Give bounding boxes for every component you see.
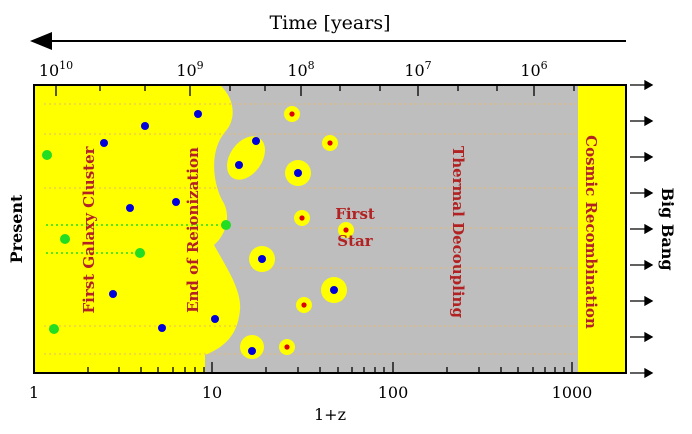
thermal-decoupling-label: Thermal Decoupling <box>449 146 467 318</box>
galaxy <box>158 324 166 332</box>
galaxy <box>330 286 338 294</box>
galaxy <box>258 255 266 263</box>
ionization-halos <box>226 106 354 359</box>
arrow-icon <box>630 187 654 199</box>
galaxy <box>248 347 256 355</box>
end-of-reionization-label: End of Reionization <box>184 147 202 313</box>
star-dots <box>284 111 349 350</box>
x-tick-1000: 1000 <box>552 383 593 402</box>
first-galaxy-cluster-label: First Galaxy Cluster <box>80 145 98 313</box>
time-tick-1e9: 109 <box>176 59 203 80</box>
present-label: Present <box>7 194 26 263</box>
arrow-icon <box>630 295 654 307</box>
galaxy <box>109 290 117 298</box>
x-axis-label: 1+z <box>314 405 346 424</box>
time-arrow <box>30 32 626 50</box>
arrow-icon <box>630 223 654 235</box>
galaxy <box>252 137 260 145</box>
time-tick-1e7: 107 <box>404 59 431 80</box>
cluster <box>221 220 231 230</box>
axis-ticks <box>33 85 627 373</box>
galaxy <box>100 139 108 147</box>
time-tick-1e10: 1010 <box>39 59 73 80</box>
first-star-label-line2: Star <box>337 232 373 250</box>
cluster-dots <box>42 150 231 334</box>
star <box>284 344 290 350</box>
x-tick-10: 10 <box>202 383 222 402</box>
star <box>299 215 305 221</box>
star <box>289 111 295 117</box>
cosmic-recombination-label: Cosmic Recombination <box>582 135 600 329</box>
galaxy-dots <box>100 110 338 355</box>
time-tick-1e6: 106 <box>520 59 547 80</box>
cluster <box>42 150 52 160</box>
time-tick-labels: 1010 109 108 107 106 <box>39 59 548 80</box>
right-arrows <box>630 79 654 379</box>
galaxy <box>141 122 149 130</box>
x-tick-100: 100 <box>378 383 409 402</box>
time-tick-1e8: 108 <box>287 59 314 80</box>
x-tick-labels: 1 10 100 1000 <box>29 383 592 402</box>
galaxy <box>194 110 202 118</box>
x-tick-1: 1 <box>29 383 39 402</box>
cluster <box>49 324 59 334</box>
arrow-icon <box>630 367 654 379</box>
green-dotted-lines <box>46 224 226 254</box>
galaxy <box>172 198 180 206</box>
big-bang-label: Big Bang <box>658 187 677 270</box>
arrow-icon <box>630 259 654 271</box>
time-axis-title: Time [years] <box>269 12 390 34</box>
star <box>301 302 307 308</box>
first-star-label-line1: First <box>335 205 375 223</box>
cluster <box>135 248 145 258</box>
star <box>327 140 333 146</box>
ionized-yellow-region <box>34 85 241 373</box>
arrow-icon <box>630 331 654 343</box>
galaxy <box>211 315 219 323</box>
recombination-band <box>578 85 626 373</box>
galaxy <box>126 204 134 212</box>
horizontal-grid-lines <box>44 103 578 355</box>
arrow-icon <box>630 115 654 127</box>
plot-frame <box>33 84 627 374</box>
galaxy <box>235 161 243 169</box>
arrow-icon <box>630 151 654 163</box>
galaxy <box>294 169 302 177</box>
cluster <box>60 234 70 244</box>
star <box>343 227 349 233</box>
arrow-icon <box>630 79 654 91</box>
